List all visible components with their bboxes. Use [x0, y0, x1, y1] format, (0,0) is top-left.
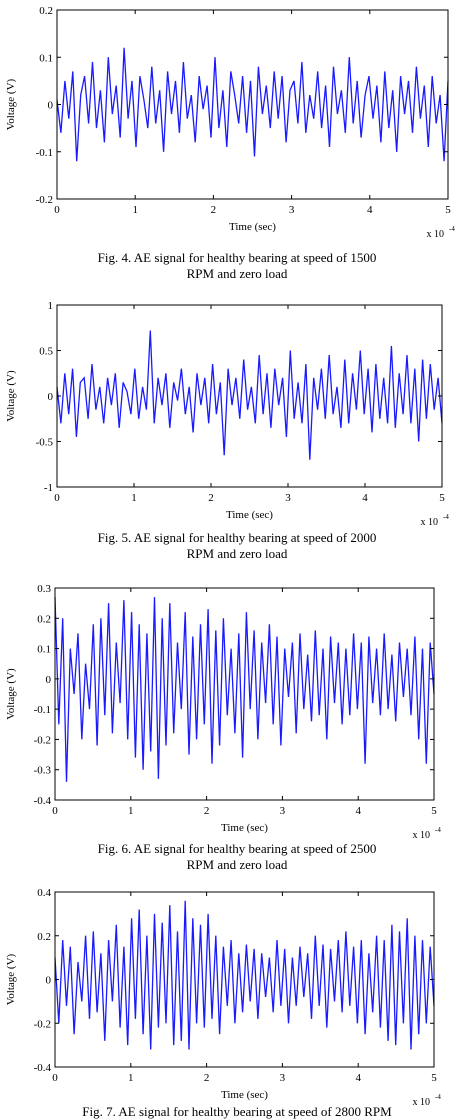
- x-scale-exponent: -4: [449, 225, 455, 233]
- x-tick-label: 4: [355, 805, 361, 817]
- y-tick-label: 0.2: [37, 931, 51, 943]
- y-tick-label: -0.1: [34, 704, 51, 716]
- y-tick-label: 0.1: [39, 52, 53, 64]
- y-tick-label: 0: [48, 100, 54, 112]
- y-tick-label: 0: [48, 391, 54, 403]
- y-tick-label: -0.4: [34, 1062, 52, 1074]
- ae-signal-chart-2800rpm: -0.4 -0.2 0 0.2 0.4 0 1 2 3 4 5 Time (sec) x 10 -4 Vol…: [5, 887, 441, 1108]
- ae-signal-chart-2500rpm: -0.4 -0.3 -0.2 -0.1 0 0.1 0.2 0.3 0 1 2 3 4 5 Time (se…: [5, 583, 441, 841]
- y-tick-label: -0.2: [34, 734, 51, 746]
- figure-4: -0.2 -0.1 0 0.1 0.2 0 1 2 3 4 5 Time (sec) x 10 -4 Vol…: [0, 0, 474, 282]
- x-axis-label: Time (sec): [229, 221, 276, 233]
- y-tick-label: -0.5: [36, 437, 54, 449]
- x-tick-label: 1: [128, 1072, 134, 1084]
- y-tick-label: 0.4: [37, 887, 51, 899]
- y-tick-label: -0.2: [34, 1018, 51, 1030]
- figure-caption: Fig. 6. AE signal for healthy bearing at…: [0, 841, 474, 873]
- caption-line-1: Fig. 7. AE signal for healthy bearing at…: [82, 1104, 392, 1119]
- x-tick-label: 3: [280, 1072, 286, 1084]
- x-tick-label: 3: [289, 204, 295, 216]
- x-scale-label: x 10: [427, 229, 445, 240]
- figure-caption: Fig. 4. AE signal for healthy bearing at…: [0, 250, 474, 282]
- x-tick-label: 2: [204, 805, 210, 817]
- y-tick-label: -0.4: [34, 795, 52, 807]
- signal-line: [56, 47, 449, 162]
- x-tick-label: 0: [54, 204, 60, 216]
- x-scale-label: x 10: [413, 1097, 431, 1108]
- x-axis-label: Time (sec): [221, 822, 268, 834]
- signal-line: [54, 900, 435, 1050]
- y-tick-label: 0.2: [37, 613, 51, 625]
- x-tick-label: 3: [285, 492, 291, 504]
- y-tick-label: 0.5: [39, 346, 53, 358]
- caption-line-1: Fig. 4. AE signal for healthy bearing at…: [97, 250, 377, 265]
- y-tick-label: -0.1: [36, 147, 53, 159]
- y-axis-label: Voltage (V): [5, 668, 17, 720]
- y-tick-label: 0.2: [39, 5, 53, 17]
- x-tick-label: 5: [431, 805, 437, 817]
- figure-5: -1 -0.5 0 0.5 1 0 1 2 3 4 5 Time (sec) x 10 -4 Voltage…: [0, 295, 474, 570]
- x-scale-label: x 10: [413, 830, 431, 841]
- plot-frame: [56, 9, 449, 200]
- ae-signal-chart-2000rpm: -1 -0.5 0 0.5 1 0 1 2 3 4 5 Time (sec) x 10 -4 Voltage…: [5, 300, 449, 528]
- x-tick-label: 2: [211, 204, 217, 216]
- x-tick-label: 4: [367, 204, 373, 216]
- signal-line: [56, 330, 443, 460]
- signal-line: [54, 597, 435, 782]
- x-tick-label: 2: [204, 1072, 210, 1084]
- y-tick-label: 0: [46, 674, 52, 686]
- x-tick-label: 5: [439, 492, 445, 504]
- x-axis-label: Time (sec): [221, 1089, 268, 1101]
- x-tick-label: 3: [280, 805, 286, 817]
- x-scale-exponent: -4: [435, 826, 441, 834]
- figure-7: -0.4 -0.2 0 0.2 0.4 0 1 2 3 4 5 Time (sec) x 10 -4 Vol…: [0, 882, 474, 1119]
- caption-line-2: RPM and zero load: [186, 857, 288, 872]
- x-tick-label: 4: [355, 1072, 361, 1084]
- caption-line-2: RPM and zero load: [186, 266, 288, 281]
- ae-signal-chart-1500rpm: -0.2 -0.1 0 0.1 0.2 0 1 2 3 4 5 Time (sec) x 10 -4 Vol…: [5, 5, 455, 240]
- y-tick-label: 1: [48, 300, 54, 312]
- x-tick-label: 0: [54, 492, 60, 504]
- y-tick-label: -0.2: [36, 194, 53, 206]
- x-tick-label: 2: [208, 492, 214, 504]
- y-tick-label: -1: [44, 482, 53, 494]
- x-tick-label: 0: [52, 1072, 58, 1084]
- y-axis-label: Voltage (V): [5, 953, 17, 1005]
- x-tick-label: 1: [131, 492, 137, 504]
- x-tick-label: 1: [132, 204, 138, 216]
- y-axis-label: Voltage (V): [5, 370, 17, 422]
- x-tick-label: 5: [431, 1072, 437, 1084]
- x-tick-label: 4: [362, 492, 368, 504]
- y-tick-label: -0.3: [34, 765, 52, 777]
- x-scale-label: x 10: [421, 517, 439, 528]
- caption-line-1: Fig. 5. AE signal for healthy bearing at…: [97, 530, 377, 545]
- x-scale-exponent: -4: [435, 1093, 441, 1101]
- x-scale-exponent: -4: [443, 513, 449, 521]
- y-axis-label: Voltage (V): [5, 78, 17, 130]
- y-tick-label: 0: [46, 975, 52, 987]
- figure-caption: Fig. 7. AE signal for healthy bearing at…: [0, 1104, 474, 1120]
- caption-line-1: Fig. 6. AE signal for healthy bearing at…: [97, 841, 377, 856]
- plot-frame: [54, 587, 435, 801]
- y-tick-label: 0.1: [37, 644, 51, 656]
- figure-caption: Fig. 5. AE signal for healthy bearing at…: [0, 530, 474, 562]
- x-tick-label: 0: [52, 805, 58, 817]
- y-tick-label: 0.3: [37, 583, 51, 595]
- figure-6: -0.4 -0.3 -0.2 -0.1 0 0.1 0.2 0.3 0 1 2 3 4 5 Time (se…: [0, 578, 474, 878]
- caption-line-2: RPM and zero load: [186, 546, 288, 561]
- x-axis-label: Time (sec): [226, 509, 273, 521]
- x-tick-label: 1: [128, 805, 134, 817]
- x-tick-label: 5: [445, 204, 451, 216]
